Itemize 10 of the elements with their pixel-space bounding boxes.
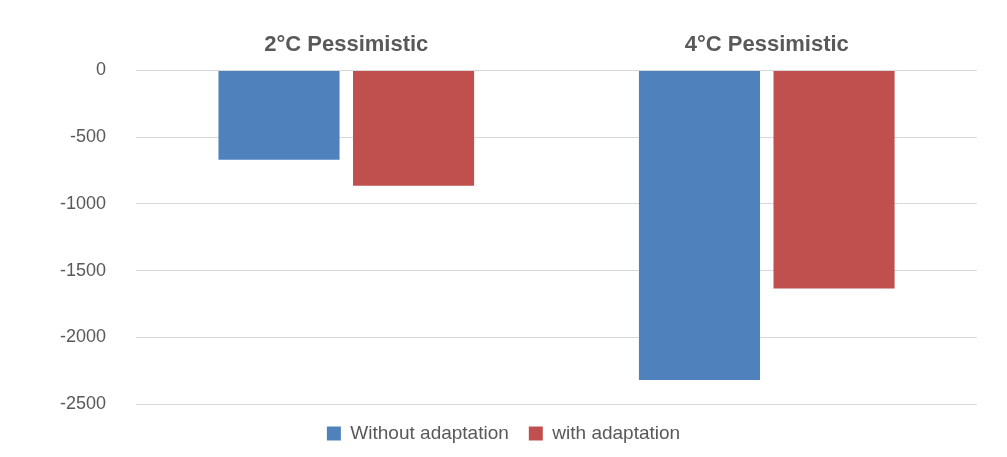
x-tick-label: 4°C Pessimistic (684, 31, 849, 57)
legend-label: Without adaptation (350, 421, 509, 443)
y-tick-label: -500 (70, 126, 107, 147)
y-tick-label: -2500 (59, 392, 107, 413)
y-tick-label: -2000 (59, 326, 107, 347)
y-tick-label: -1000 (59, 192, 107, 213)
y-tick-label: 0 (96, 59, 107, 80)
legend-label: with adaptation (551, 421, 681, 443)
x-tick-label: 2°C Pessimistic (264, 31, 429, 57)
y-tick-label: -1500 (59, 259, 107, 280)
